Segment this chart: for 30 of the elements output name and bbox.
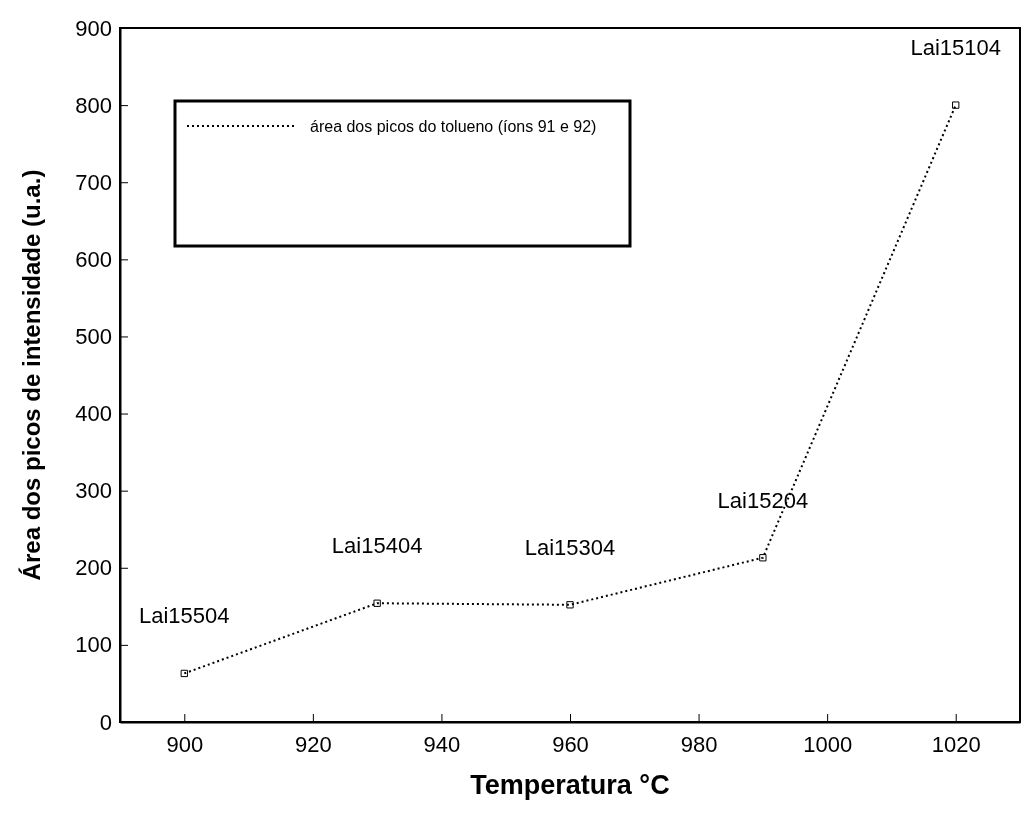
point: [373, 599, 381, 607]
y-tick-label: 900: [75, 15, 112, 41]
annotation: Lai15204: [717, 487, 809, 513]
y-tick-label: 200: [75, 555, 112, 581]
y-tick-label: 600: [75, 246, 112, 272]
text: área dos picos do tolueno (íons 91 e 92): [310, 118, 597, 135]
y-tick-label: 300: [75, 478, 112, 504]
point: [952, 101, 960, 109]
y-tick-label: 0: [99, 709, 112, 735]
x-tick-label: 920: [295, 731, 332, 757]
point: [566, 601, 574, 609]
annotation: Lai15104: [910, 35, 1001, 61]
annotation: Lai15504: [139, 603, 230, 629]
x-axis-title: Temperatura °C: [470, 770, 670, 800]
y-tick-label: 700: [75, 169, 112, 195]
x-tick-label: 900: [166, 731, 204, 757]
x-tick-label: 940: [423, 731, 461, 757]
x-tick-label: 1020: [931, 731, 981, 757]
y-tick-label: 800: [75, 92, 112, 118]
x-tick-label: 1000: [803, 731, 853, 757]
point: [180, 669, 188, 678]
point: [759, 554, 767, 562]
y-tick-label: 400: [75, 401, 112, 427]
y-axis-title: Área dos picos de intensidade (u.a.): [18, 169, 45, 581]
x-tick-label: 960: [552, 731, 589, 757]
x-tick-label: 980: [680, 731, 718, 757]
y-tick-label: 500: [75, 323, 112, 349]
y-tick-label: 100: [75, 632, 112, 658]
annotation: Lai15304: [524, 534, 616, 560]
annotation: Lai15404: [331, 533, 423, 559]
